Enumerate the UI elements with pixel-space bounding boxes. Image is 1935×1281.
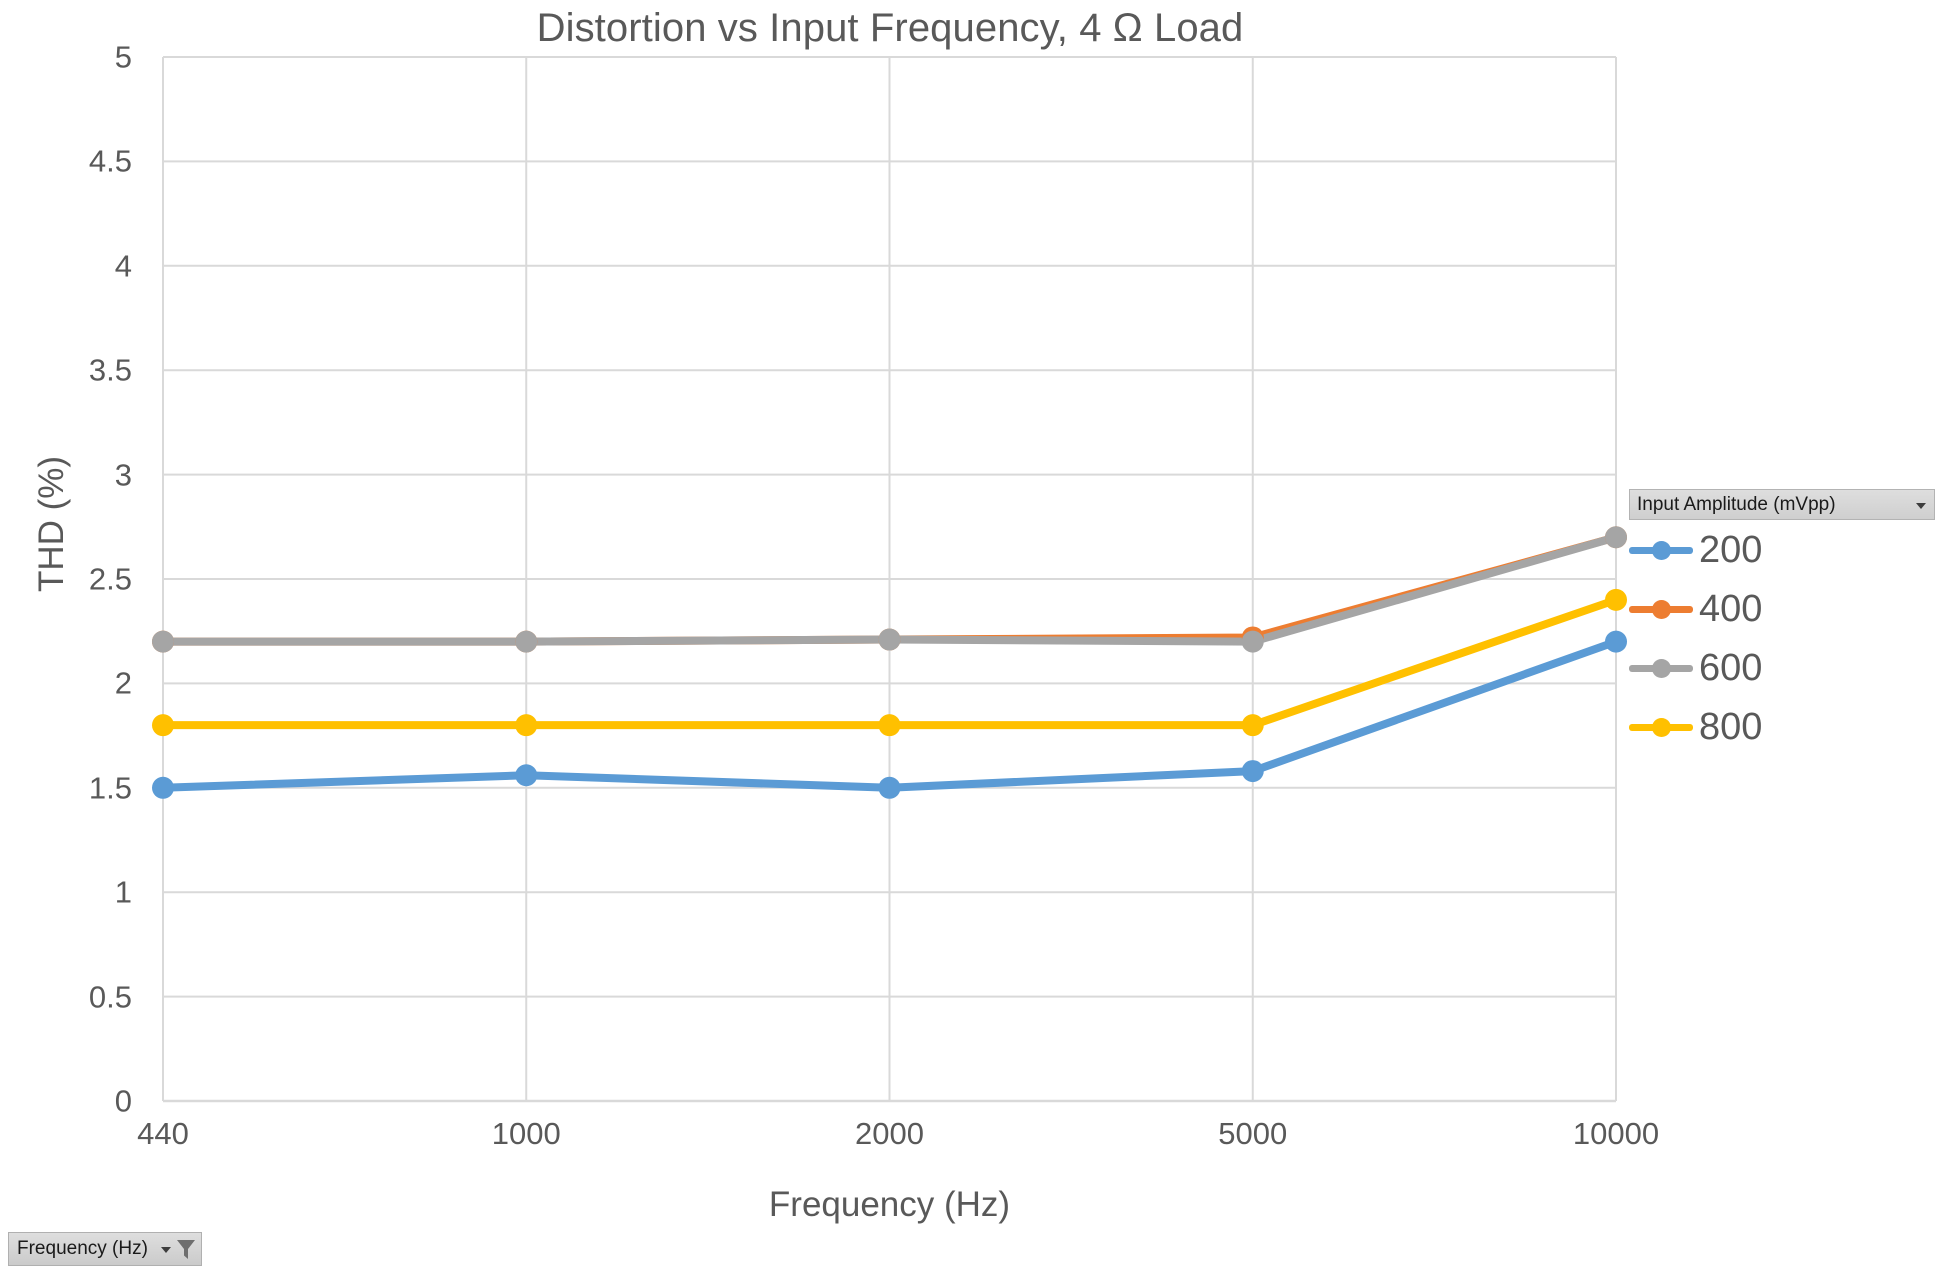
legend-item-label: 200	[1699, 528, 1763, 571]
y-tick-label: 0.5	[88, 979, 132, 1015]
y-tick-label: 1	[114, 874, 132, 910]
frequency-filter-button[interactable]: Frequency (Hz)	[8, 1232, 202, 1266]
data-point-600-10000	[1605, 526, 1627, 549]
legend-item-label: 600	[1699, 646, 1763, 689]
x-axis-title: Frequency (Hz)	[768, 1185, 1011, 1224]
data-point-600-440	[152, 630, 174, 653]
chart-gridlines	[162, 56, 1617, 1103]
x-tick-label: 440	[137, 1116, 189, 1151]
y-tick-label: 3.5	[88, 352, 132, 388]
y-tick-label: 4.5	[88, 143, 132, 179]
legend-marker-icon	[1629, 537, 1693, 563]
plot-area	[152, 56, 1627, 1103]
legend-item-800[interactable]: 800	[1629, 697, 1935, 756]
data-point-600-5000	[1241, 630, 1264, 653]
y-tick-label: 4	[114, 248, 132, 284]
frequency-filter-label: Frequency (Hz)	[17, 1238, 148, 1259]
x-tick-label: 2000	[855, 1116, 924, 1151]
x-tick-label: 1000	[491, 1116, 561, 1151]
y-tick-label: 1.5	[88, 770, 132, 806]
legend-item-200[interactable]: 200	[1629, 520, 1935, 579]
legend-item-600[interactable]: 600	[1629, 638, 1935, 697]
data-point-800-2000	[878, 714, 901, 737]
series-line-600	[159, 533, 1620, 646]
y-axis-title: THD (%)	[32, 455, 71, 593]
x-tick-label: 5000	[1218, 1116, 1288, 1151]
data-point-200-1000	[515, 764, 538, 787]
data-point-800-440	[152, 714, 174, 737]
data-point-800-1000	[515, 714, 538, 737]
chevron-down-icon[interactable]	[160, 1242, 174, 1256]
x-axis-tick-labels: 440 1000 2000 5000 10000	[137, 1116, 1659, 1162]
y-tick-label: 2.5	[88, 561, 132, 597]
series-line-800	[159, 595, 1620, 730]
legend-field-button[interactable]: Input Amplitude (mVpp)	[1629, 489, 1935, 520]
data-point-200-2000	[878, 776, 901, 799]
y-tick-label: 3	[114, 457, 132, 493]
y-tick-label: 5	[114, 39, 132, 75]
data-point-200-10000	[1605, 630, 1627, 653]
series-line-400	[159, 533, 1620, 646]
legend-marker-icon	[1629, 714, 1693, 740]
y-tick-label: 0	[114, 1083, 132, 1119]
y-tick-label: 2	[114, 665, 132, 701]
x-tick-label: 10000	[1572, 1116, 1660, 1151]
y-axis-tick-labels: 5 4.5 4 3.5 3 2.5 2 1.5 1 0.5 0	[0, 42, 150, 1117]
data-point-800-10000	[1605, 588, 1627, 611]
legend-items: 200 400 600 800	[1629, 520, 1935, 756]
chart-legend: Input Amplitude (mVpp) 200 400 600 800	[1629, 489, 1935, 756]
legend-marker-icon	[1629, 655, 1693, 681]
legend-marker-icon	[1629, 596, 1693, 622]
data-point-200-440	[152, 776, 174, 799]
legend-item-label: 400	[1699, 587, 1763, 630]
legend-item-label: 800	[1699, 705, 1763, 748]
data-point-800-5000	[1241, 714, 1264, 737]
chart-title: Distortion vs Input Frequency, 4 Ω Load	[536, 6, 1244, 50]
funnel-filter-icon[interactable]	[176, 1238, 196, 1260]
data-point-600-2000	[878, 628, 901, 651]
legend-field-label: Input Amplitude (mVpp)	[1637, 493, 1836, 515]
legend-item-400[interactable]: 400	[1629, 579, 1935, 638]
data-point-600-1000	[515, 630, 538, 653]
data-point-200-5000	[1241, 760, 1264, 783]
chevron-down-icon[interactable]	[1916, 499, 1928, 511]
chart-series-layer	[152, 526, 1627, 799]
